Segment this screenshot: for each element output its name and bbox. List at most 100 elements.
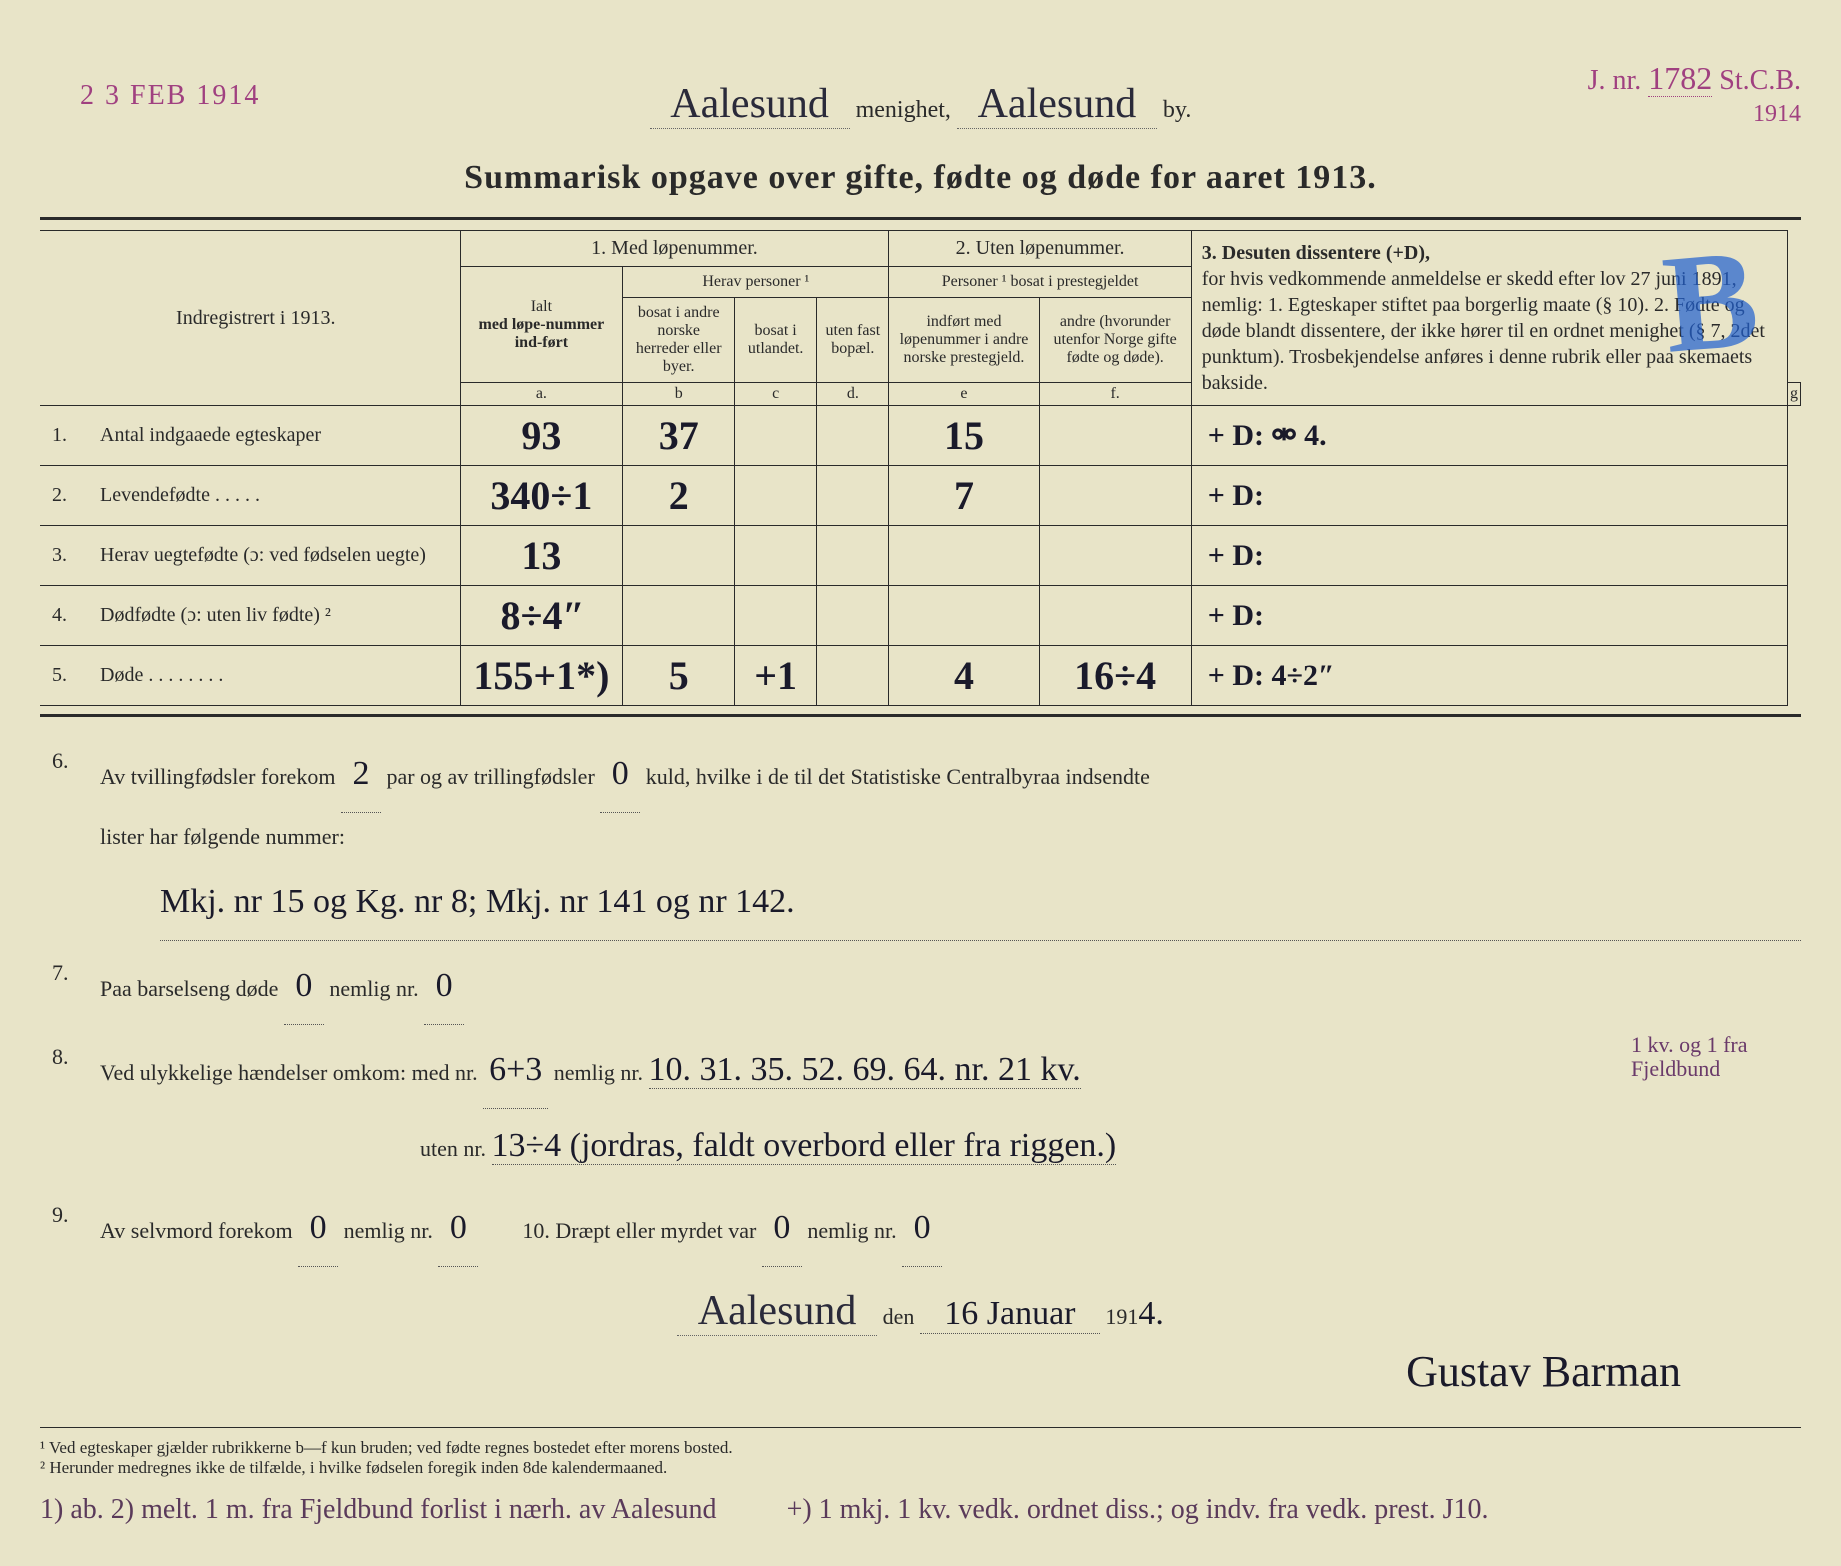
q10a: 10. Dræpt eller myrdet var [522,1218,756,1243]
cell-f [1039,466,1191,526]
cell-e: 4 [889,646,1039,706]
signature-name: Gustav Barman [40,1346,1681,1397]
cell-d [817,586,889,646]
menighet-label: menighet, [856,97,951,123]
cell-f [1039,406,1191,466]
row-label: 4.Dødfødte (ɔ: uten liv fødte) ² [40,586,460,646]
table-row: 1.Antal indgaaede egteskaper933715+ D: ⚮… [40,406,1801,466]
q7-value: 0 [284,949,324,1025]
letter-a: a. [460,383,623,406]
col-c-header: bosat i utlandet. [735,298,817,383]
town-name: Aalesund [957,80,1157,129]
footnotes: ¹ Ved egteskaper gjælder rubrikkerne b—f… [40,1427,1801,1478]
q8-margin-note: 1 kv. og 1 fra Fjeldbund [1631,1033,1811,1081]
cell-d [817,466,889,526]
q9-value: 0 [298,1191,338,1267]
cell-f [1039,586,1191,646]
den-label: den [883,1304,915,1329]
cell-c [735,526,817,586]
cell-a: 93 [460,406,623,466]
letter-b: b [623,383,735,406]
table-row: 5.Døde . . . . . . . .155+1*)5+1416÷4+ D… [40,646,1801,706]
cell-a: 340÷1 [460,466,623,526]
col-f-header: andre (hvorunder utenfor Norge gifte fød… [1039,298,1191,383]
herav-header: Herav personer ¹ [623,267,889,298]
divider [40,714,1801,717]
table-row: 4.Dødfødte (ɔ: uten liv fødte) ²8÷4ʺ + D: [40,586,1801,646]
cell-g: + D: ⚮ 4. [1191,406,1787,466]
col3-header: 3. Desuten dissentere (+D), for hvis ved… [1191,231,1787,406]
col-b-header: bosat i andre norske herreder eller byer… [623,298,735,383]
col2-sub: Personer ¹ bosat i prestegjeldet [889,267,1191,298]
bottom-handwriting: 1) ab. 2) melt. 1 m. fra Fjeldbund forli… [40,1494,1801,1526]
col2-header: 2. Uten løpenummer. [889,231,1191,267]
q8c: uten nr. [420,1136,486,1161]
cell-g: + D: 4÷2ʺ [1191,646,1787,706]
year-prefix: 191 [1105,1304,1138,1329]
page-title: Summarisk opgave over gifte, fødte og dø… [40,159,1801,197]
blue-mark: B [1656,207,1765,396]
parish-name: Aalesund [650,80,850,129]
col3-title: 3. Desuten dissentere (+D), [1202,242,1430,264]
q7-nr: 0 [424,949,464,1025]
cell-c [735,466,817,526]
q8-num: 8. [52,1033,69,1081]
q9-nr: 0 [438,1191,478,1267]
cell-d [817,526,889,586]
cell-g: + D: [1191,526,1787,586]
cell-a: 13 [460,526,623,586]
q9a: Av selvmord forekom [100,1218,293,1243]
summary-table: Indregistrert i 1913. 1. Med løpenummer.… [40,230,1801,706]
q6c: kuld, hvilke i de til det Statistiske Ce… [646,764,1150,789]
signature-row: Aalesund den 16 Januar 1914. [40,1287,1801,1336]
letter-f: f. [1039,383,1191,406]
q8-uten: 13÷4 (jordras, faldt overbord eller fra … [492,1127,1117,1165]
cell-f: 16÷4 [1039,646,1191,706]
letter-c: c [735,383,817,406]
q6b: par og av trillingfødsler [386,764,594,789]
cell-c [735,586,817,646]
q9b: nemlig nr. [344,1218,433,1243]
col-e-header: indført med løpenummer i andre norske pr… [889,298,1039,383]
q10b: nemlig nr. [807,1218,896,1243]
cell-e: 7 [889,466,1039,526]
q8a: Ved ulykkelige hændelser omkom: med nr. [100,1060,478,1085]
ialt-label: Ialt [531,298,552,315]
cell-f [1039,526,1191,586]
cell-g: + D: [1191,466,1787,526]
bottom-left: 1) ab. 2) melt. 1 m. fra Fjeldbund forli… [40,1494,717,1525]
q9-num: 9. [52,1191,69,1239]
left-header: Indregistrert i 1913. [40,231,460,406]
question-7: 7. Paa barselseng døde 0 nemlig nr. 0 [40,949,1801,1025]
table-row: 3.Herav uegtefødte (ɔ: ved fødselen uegt… [40,526,1801,586]
letter-d: d. [817,383,889,406]
q7b: nemlig nr. [329,976,418,1001]
cell-e: 15 [889,406,1039,466]
footnote-2: ² Herunder medregnes ikke de tilfælde, i… [40,1458,1801,1478]
col-a-header: Ialt med løpe-nummer ind-ført [460,267,623,383]
q8b: nemlig nr. [554,1060,643,1085]
row-label: 3.Herav uegtefødte (ɔ: ved fødselen uegt… [40,526,460,586]
questions-block: 6. Av tvillingfødsler forekom 2 par og a… [40,737,1801,1267]
q10-nr: 0 [902,1191,942,1267]
sig-date: 16 Januar [920,1295,1100,1334]
question-9-10: 9. Av selvmord forekom 0 nemlig nr. 0 10… [40,1191,1801,1267]
letter-g: g [1787,383,1800,406]
cell-g: + D: [1191,586,1787,646]
q6-twins: 2 [341,737,381,813]
ialt-sub: med løpe-nummer ind-ført [479,316,605,351]
col1-header: 1. Med løpenummer. [460,231,889,267]
q7a: Paa barselseng døde [100,976,278,1001]
header-row: Aalesund menighet, Aalesund by. [40,80,1801,129]
by-label: by. [1163,97,1191,123]
question-6: 6. Av tvillingfødsler forekom 2 par og a… [40,737,1801,941]
cell-b: 37 [623,406,735,466]
bottom-right: +) 1 mkj. 1 kv. vedk. ordnet diss.; og i… [787,1494,1489,1525]
q8-list: 10. 31. 35. 52. 69. 64. nr. 21 kv. [649,1051,1081,1089]
letter-e: e [889,383,1039,406]
q6-handwriting: Mkj. nr 15 og Kg. nr 8; Mkj. nr 141 og n… [160,865,1801,941]
cell-a: 8÷4ʺ [460,586,623,646]
cell-b [623,586,735,646]
cell-a: 155+1*) [460,646,623,706]
q8-med: 6+3 [483,1033,548,1109]
